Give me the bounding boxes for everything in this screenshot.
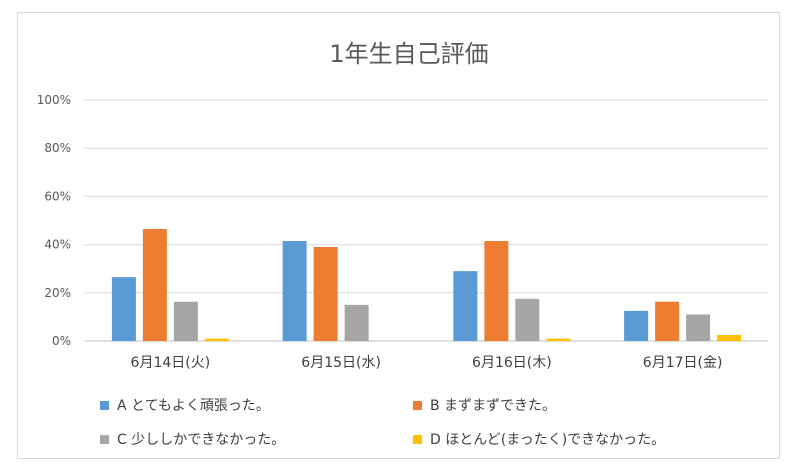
y-tick-label: 100% [37,93,71,107]
x-tick-label: 6月14日(火) [131,355,211,371]
y-tick-label: 40% [44,238,71,252]
x-tick-label: 6月15日(水) [301,355,381,371]
legend-swatch-b [413,400,422,410]
bar-d-4[interactable] [717,334,742,341]
bar-b-2[interactable] [313,247,338,341]
legend-item-d[interactable]: D ほとんど(まったく)できなかった。 [413,429,665,449]
y-tick-label: 0% [52,334,71,348]
bar-d-1[interactable] [204,338,229,341]
legend-swatch-a [100,400,109,410]
bar-b-4[interactable] [655,301,680,341]
bar-a-4[interactable] [624,310,649,341]
bar-c-1[interactable] [173,301,198,341]
y-tick-label: 80% [44,141,71,155]
bar-b-1[interactable] [142,228,167,341]
legend-item-c[interactable]: C 少ししかできなかった。 [100,429,285,449]
legend-label-c: C 少ししかできなかった。 [117,432,286,448]
bar-a-3[interactable] [453,271,478,341]
chart-title: 1年生自己評価 [329,40,488,68]
gridlines [85,99,768,342]
bar-d-3[interactable] [546,338,571,341]
bars [111,228,742,341]
y-tick-label: 60% [44,189,71,203]
x-tick-label: 6月16日(木) [472,355,552,371]
legend-label-b: B まずまずできた。 [430,398,557,414]
legend-swatch-d [413,434,422,444]
legend-label-a: A とてもよく頑張った。 [117,398,270,414]
legend-label-d: D ほとんど(まったく)できなかった。 [430,432,666,448]
x-tick-label: 6月17日(金) [643,355,723,371]
y-axis-ticks: 0% 20% 40% 60% 80% 100% [37,93,71,348]
bar-c-3[interactable] [515,298,540,341]
y-tick-label: 20% [44,286,71,300]
bar-b-3[interactable] [484,240,509,341]
bar-a-1[interactable] [111,277,136,341]
bar-a-2[interactable] [282,240,307,341]
x-axis-ticks: 6月14日(火) 6月15日(水) 6月16日(木) 6月17日(金) [131,355,723,371]
legend-item-b[interactable]: B まずまずできた。 [413,395,556,415]
legend-item-a[interactable]: A とてもよく頑張った。 [100,395,270,415]
bar-c-2[interactable] [344,304,369,341]
bar-c-4[interactable] [686,314,711,341]
legend-swatch-c [100,434,109,444]
